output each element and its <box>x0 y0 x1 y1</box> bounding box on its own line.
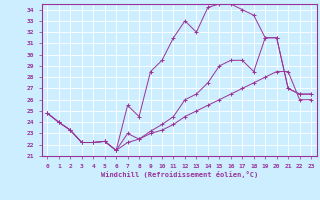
X-axis label: Windchill (Refroidissement éolien,°C): Windchill (Refroidissement éolien,°C) <box>100 171 258 178</box>
